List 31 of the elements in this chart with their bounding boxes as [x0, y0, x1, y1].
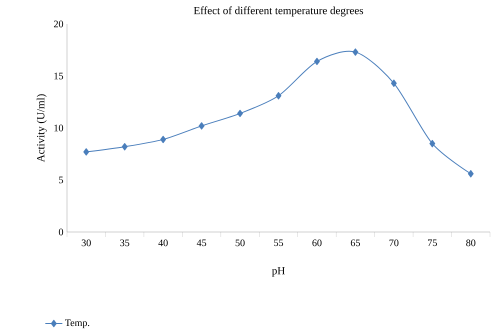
x-tick-label: 70 — [390, 240, 398, 246]
x-tick-label: 75 — [428, 240, 437, 246]
chart-title: Effect of different temperature degrees — [194, 6, 364, 16]
point — [468, 170, 474, 178]
point — [314, 58, 320, 66]
point — [390, 80, 397, 87]
point — [352, 48, 358, 56]
y-axis-title: Activity (U/ml) — [36, 94, 47, 162]
x-tick-label: 55 — [274, 240, 284, 246]
x-tick-label: 45 — [196, 240, 206, 246]
point — [83, 148, 90, 156]
x-tick-label: 40 — [158, 240, 168, 246]
point — [429, 140, 436, 148]
point — [198, 122, 204, 130]
x-tick-label: 65 — [350, 240, 360, 246]
x-axis-title: pH — [272, 267, 285, 277]
x-tick-label: 50 — [236, 240, 245, 246]
y-tick-label: 5 — [59, 176, 64, 184]
point — [237, 110, 243, 118]
x-tick-label: 35 — [120, 240, 130, 246]
y-tick-label: 20 — [54, 20, 64, 28]
point — [276, 92, 282, 100]
y-tick-label: 10 — [54, 124, 64, 132]
point — [160, 136, 166, 144]
point — [122, 143, 128, 150]
x-tick-label: 80 — [466, 240, 476, 246]
y-tick-label: 0 — [58, 228, 64, 236]
legend-label: Temp. — [65, 320, 90, 328]
x-tick-label: 60 — [312, 240, 322, 246]
x-tick-label: 30 — [82, 240, 91, 246]
y-tick-label: 15 — [54, 72, 64, 80]
